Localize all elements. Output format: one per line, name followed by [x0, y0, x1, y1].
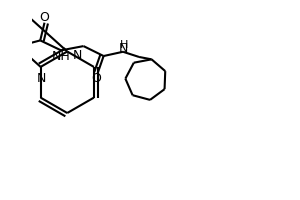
Text: O: O: [40, 11, 50, 24]
Text: H: H: [119, 40, 128, 50]
Text: N: N: [119, 42, 128, 55]
Text: N: N: [73, 49, 82, 62]
Text: NH: NH: [52, 50, 71, 63]
Text: O: O: [92, 72, 101, 85]
Text: N: N: [37, 72, 46, 85]
